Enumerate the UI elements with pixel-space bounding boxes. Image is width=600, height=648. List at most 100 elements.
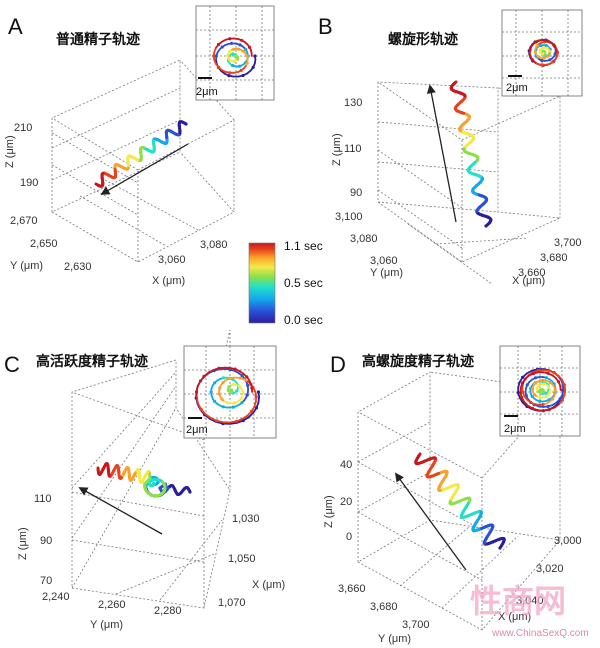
panel-c-inset-trajectory-point [199, 407, 203, 411]
panel-d-inset-trajectory-point [546, 371, 550, 375]
panel-c-scale-label: 2μm [186, 424, 208, 436]
panel-c-inset-trajectory-segment [195, 397, 200, 405]
panel-b-inset-trajectory-point [540, 63, 544, 67]
panel-d-x-tick: 3,020 [536, 563, 564, 575]
panel-c-trajectory-point [162, 489, 166, 493]
panel-a-inset-trajectory-point [229, 41, 234, 46]
panel-d-trajectory-point [498, 546, 502, 550]
panel-b-trajectory [449, 80, 493, 228]
panel-c-inset-trajectory-point [221, 376, 226, 380]
panel-d-inset-trajectory-point [534, 376, 538, 380]
panel-c-trajectory-point [155, 494, 159, 498]
panel-d-trajectory [414, 452, 506, 550]
panel-d-inset-trajectory-segment [518, 396, 524, 404]
panel-d-z-tick: 0 [346, 531, 352, 543]
panel-a-inset-trajectory-point [228, 71, 232, 75]
panel-d-inset-trajectory-point [520, 395, 524, 399]
panel-a-inset-trajectory-point [232, 59, 236, 63]
watermark-logo: 性商网 [470, 583, 566, 619]
panel-b-inset-trajectory-point [530, 58, 534, 62]
panel-d-trajectory-point [427, 457, 431, 461]
panel-c-inset-trajectory-point [240, 374, 244, 378]
panel-b-grid [377, 81, 562, 285]
panel-c-inset-trajectory-point [237, 384, 241, 388]
panel-c-y-tick: 2,240 [42, 591, 70, 603]
panel-c-inset-trajectory [194, 366, 261, 426]
panel-b-inset-trajectory-point [533, 50, 538, 54]
panel-d-inset-trajectory-point [541, 403, 545, 407]
panel-c-inset-trajectory-point [254, 406, 259, 410]
panel-c-inset-trajectory-point [254, 395, 258, 399]
panel-a-inset: 2μm [195, 5, 275, 101]
panel-c-inset-trajectory-point [194, 390, 199, 394]
panel-b-inset: 2μm [501, 9, 583, 97]
panel-d: D 高螺旋度精子轨迹 40 20 0 Z (μm) 3,660 3,680 3,… [323, 345, 582, 645]
panel-d-inset-trajectory-point [562, 383, 567, 387]
panel-d-inset-trajectory-point [521, 390, 525, 394]
panel-a-inset-trajectory-point [244, 48, 248, 52]
panel-b-trajectory-point [453, 81, 457, 85]
panel-b: B 螺旋形轨迹 130 110 90 Z (μm) 3,100 3,080 3,… [318, 9, 583, 287]
panel-c-inset-trajectory-point [239, 397, 243, 401]
panel-d-direction-arrow [394, 472, 467, 571]
panel-b-letter: B [318, 14, 333, 39]
panel-d-x-tick: 3,040 [516, 595, 544, 607]
panel-b-title: 螺旋形轨迹 [388, 31, 458, 47]
panel-d-y-tick: 3,680 [370, 601, 398, 613]
panel-a-y-tick: 2,670 [10, 215, 38, 227]
panel-c-title: 高活跃度精子轨迹 [36, 353, 148, 369]
panel-d-y-tick: 3,660 [338, 583, 366, 595]
watermark: 性商网 www.ChinaSexQ.com [470, 583, 589, 639]
panel-a-inset-trajectory-point [212, 54, 216, 58]
panel-a-direction-arrow [100, 143, 189, 195]
panel-d-inset-trajectory-point [525, 383, 529, 387]
panel-c-inset-trajectory-segment [229, 421, 238, 425]
panel-a-x-label: X (μm) [152, 275, 185, 287]
panel-c-inset-trajectory-point [221, 381, 225, 385]
panel-c-trajectory [96, 462, 192, 498]
panel-b-z-tick: 110 [344, 143, 362, 155]
panel-d-inset-trajectory-segment [542, 369, 550, 372]
panel-d-inset-trajectory-point [530, 406, 535, 410]
panel-b-scale-label: 2μm [506, 82, 528, 94]
panel-c-direction-arrow [78, 487, 163, 535]
watermark-url: www.ChinaSexQ.com [491, 628, 589, 639]
panel-a-inset-trajectory-point [232, 47, 236, 51]
panel-d-trajectory-point [434, 472, 439, 476]
panel-a-scale-label: 2μm [196, 86, 218, 98]
panel-d-trajectory-point [449, 485, 453, 489]
panel-c-inset-trajectory-point [245, 375, 249, 379]
panel-a-inset-trajectory-point [217, 65, 221, 69]
panel-d-y-tick: 3,700 [402, 619, 430, 631]
panel-c-inset-trajectory-point [233, 401, 237, 405]
panel-a-x-tick: 3,080 [200, 239, 228, 251]
panel-c-inset-trajectory-point [212, 399, 217, 403]
panel-b-inset-trajectory-point [537, 55, 541, 59]
panel-c-inset-trajectory-point [256, 390, 261, 394]
panel-d-inset-trajectory-point [548, 390, 552, 394]
panel-c-inset-trajectory-point [213, 381, 217, 385]
panel-a-inset-trajectory-point [251, 65, 255, 69]
panel-b-inset-trajectory-point [540, 58, 544, 63]
panel-d-inset-trajectory-point [552, 371, 556, 375]
panel-a: A 普通精子轨迹 210 190 Z (μm) 2,670 2,650 2,63… [4, 5, 275, 287]
panel-d-inset-trajectory [516, 367, 567, 413]
colorbar-label-max: 1.1 sec [284, 239, 323, 253]
panel-a-z-label: Z (μm) [4, 135, 16, 168]
panel-b-inset-trajectory-point [542, 56, 546, 60]
panel-d-z-tick: 40 [340, 459, 352, 471]
panel-a-grid [51, 59, 235, 263]
panel-c-x-tick: 1,050 [228, 553, 256, 565]
panel-c-inset-trajectory-point [241, 390, 245, 394]
panel-d-inset-trajectory-point [533, 393, 537, 397]
panel-c-inset-trajectory-point [238, 376, 242, 380]
panel-c-inset-trajectory-segment [241, 414, 249, 420]
panel-d-inset-trajectory-point [544, 394, 549, 398]
panel-c-inset-trajectory-point [221, 405, 225, 409]
panel-c-y-tick: 2,260 [98, 599, 126, 611]
panel-b-x-tick: 3,680 [540, 252, 568, 264]
panel-a-y-label: Y (μm) [10, 260, 43, 272]
panel-c-x-label: X (μm) [252, 579, 285, 591]
panel-c-inset-trajectory-point [231, 383, 235, 387]
panel-b-x-tick: 3,660 [518, 267, 546, 279]
